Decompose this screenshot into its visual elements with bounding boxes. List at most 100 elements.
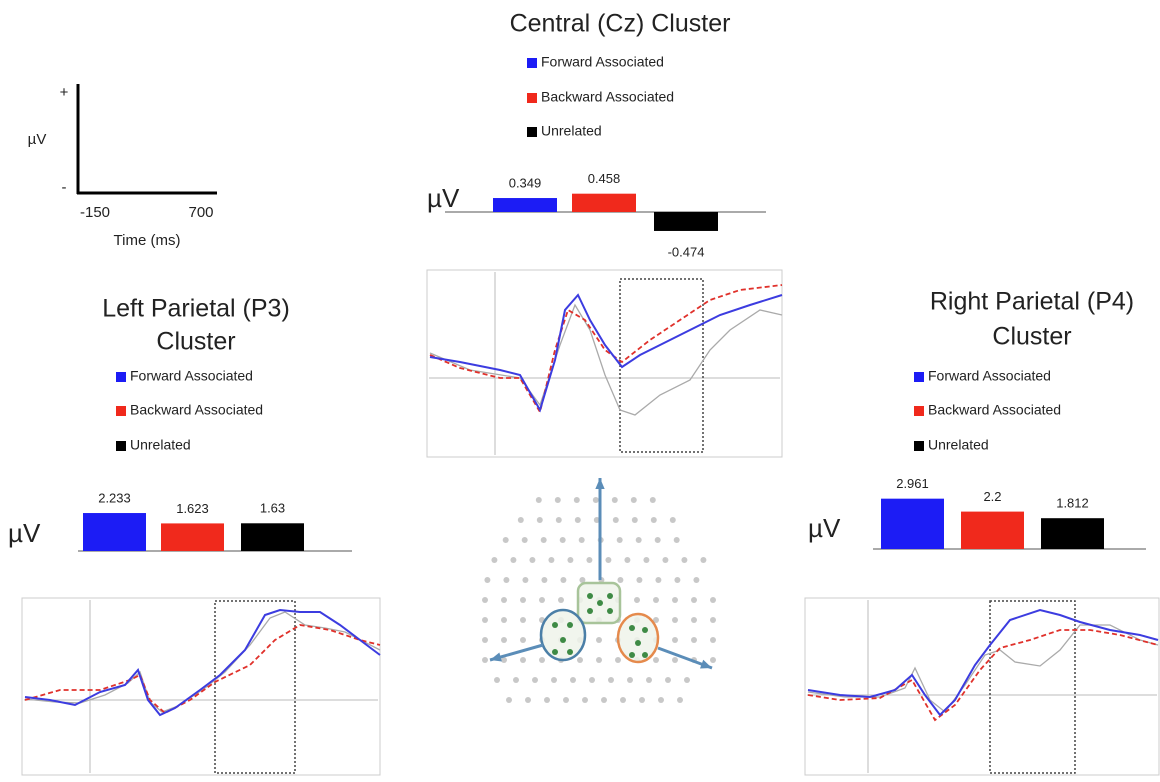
waveform — [24, 624, 381, 715]
legend-swatch — [116, 441, 126, 451]
electrode — [635, 537, 642, 543]
cluster-outline — [616, 612, 660, 664]
plus-label: + — [60, 84, 69, 101]
waveform — [429, 293, 783, 413]
legend-label: Unrelated — [130, 437, 191, 453]
legend-label: Backward Associated — [541, 89, 674, 105]
electrode — [655, 577, 662, 583]
cluster-electrode — [567, 622, 573, 628]
electrode — [710, 597, 716, 603]
electrode — [646, 677, 652, 683]
value-label: 2.2 — [983, 489, 1001, 504]
electrode — [484, 577, 491, 583]
waveform — [807, 629, 1159, 722]
cluster-electrode — [642, 652, 648, 658]
electrode — [541, 577, 548, 583]
electrode — [681, 557, 688, 563]
electrode — [710, 617, 716, 623]
legend-swatch — [116, 372, 126, 382]
bar — [1041, 518, 1104, 549]
electrode — [558, 597, 564, 603]
electrode — [482, 657, 488, 663]
x-end-label: 700 — [188, 204, 213, 221]
electrode — [501, 617, 507, 623]
schematic: + µV - -150 700 Time (ms) — [28, 84, 217, 249]
bar — [161, 523, 224, 551]
electrode — [650, 517, 657, 523]
electrode — [649, 497, 656, 503]
cluster-electrode — [552, 622, 558, 628]
electrode — [535, 497, 542, 503]
electrode — [482, 617, 488, 623]
cluster-electrode — [642, 627, 648, 633]
electrode — [582, 697, 588, 703]
legend-label: Unrelated — [928, 437, 989, 453]
electrode — [636, 577, 643, 583]
electrode — [601, 697, 607, 703]
electrode — [501, 657, 507, 663]
legend-swatch — [116, 406, 126, 416]
legend-swatch — [914, 441, 924, 451]
electrode — [691, 597, 697, 603]
electrode — [540, 537, 547, 543]
electrode — [532, 677, 538, 683]
legend-label: Backward Associated — [130, 402, 263, 418]
arrow-head — [490, 652, 502, 662]
electrode — [574, 517, 581, 523]
chart-title: Left Parietal (P3) — [102, 295, 290, 323]
electrode — [586, 557, 593, 563]
electrode — [693, 577, 700, 583]
cluster-electrode — [567, 649, 573, 655]
electrode — [567, 557, 574, 563]
value-label: -0.474 — [668, 244, 705, 259]
electrode — [611, 497, 618, 503]
electrode — [674, 577, 681, 583]
cluster-electrode — [587, 593, 593, 599]
cluster-electrode — [607, 608, 613, 614]
electrode — [617, 577, 624, 583]
y-label: µV — [808, 513, 841, 543]
electrode — [672, 637, 678, 643]
electrode — [494, 677, 500, 683]
waveform — [807, 608, 1159, 717]
legend-label: Forward Associated — [541, 54, 664, 70]
cluster-electrode — [597, 600, 603, 606]
electrode — [563, 697, 569, 703]
chart-title: Cluster — [156, 328, 235, 356]
electrode — [482, 637, 488, 643]
electrode — [570, 677, 576, 683]
bar — [654, 212, 718, 231]
cluster-outline — [539, 608, 587, 662]
electrode — [653, 597, 659, 603]
electrode — [573, 497, 580, 503]
electrode — [624, 557, 631, 563]
legend-label: Forward Associated — [928, 368, 1051, 384]
electrode — [639, 697, 645, 703]
arrow-head — [595, 478, 605, 490]
value-label: 2.233 — [98, 490, 131, 505]
electrode — [654, 537, 661, 543]
electrode — [539, 657, 545, 663]
electrode — [560, 577, 567, 583]
legend-swatch — [527, 127, 537, 137]
electrode — [615, 657, 621, 663]
electrode — [691, 637, 697, 643]
electrode — [605, 557, 612, 563]
cluster-electrode — [629, 652, 635, 658]
electrode — [677, 697, 683, 703]
panel-frame — [21, 597, 381, 776]
electrode — [608, 677, 614, 683]
cluster-electrode — [552, 649, 558, 655]
waveform-panel — [804, 597, 1160, 776]
chart-title: Cluster — [992, 323, 1071, 351]
legend-swatch — [527, 58, 537, 68]
electrode — [520, 617, 526, 623]
electrode — [577, 657, 583, 663]
cluster-electrode — [560, 637, 566, 643]
electrode — [522, 577, 529, 583]
electrode — [579, 577, 586, 583]
electrode — [482, 597, 488, 603]
value-label: 1.623 — [176, 501, 209, 516]
electrode — [658, 697, 664, 703]
